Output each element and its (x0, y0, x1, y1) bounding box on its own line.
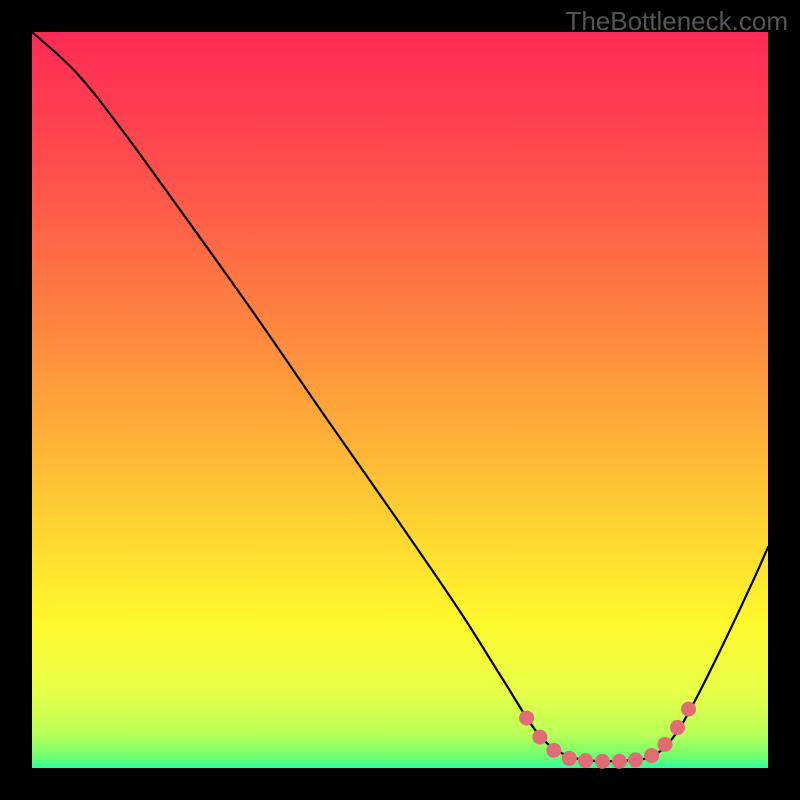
optimal-marker (657, 737, 672, 752)
optimal-marker (578, 753, 593, 768)
optimal-marker (546, 743, 561, 758)
optimal-marker (612, 754, 627, 769)
optimal-marker (562, 751, 577, 766)
optimal-marker (644, 748, 659, 763)
watermark-text: TheBottleneck.com (565, 6, 788, 37)
optimal-marker (532, 730, 547, 745)
optimal-marker (628, 752, 643, 767)
optimal-marker (595, 754, 610, 769)
bottleneck-chart: TheBottleneck.com (0, 0, 800, 800)
optimal-marker (519, 710, 534, 725)
optimal-marker (681, 702, 696, 717)
optimal-marker (670, 720, 685, 735)
chart-svg (0, 0, 800, 800)
